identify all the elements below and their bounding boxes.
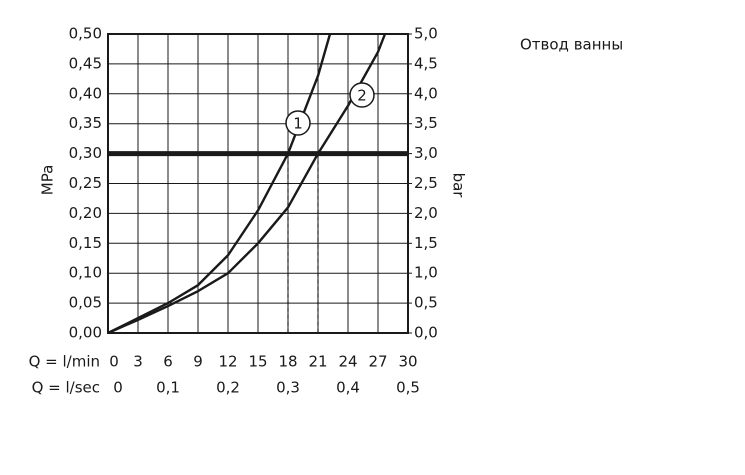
y-tick-label: 0,45 xyxy=(69,54,102,72)
y2-tick-label: 2,0 xyxy=(414,204,438,222)
series-label: 1 xyxy=(293,115,303,133)
series-label-circle xyxy=(349,82,375,108)
x-tick-label: 30 xyxy=(398,353,417,371)
y2-tick-label: 0,0 xyxy=(414,324,438,342)
y-tick-label: 0,00 xyxy=(69,324,102,342)
x-tick-label: 6 xyxy=(163,353,173,371)
y2-tick-label: 4,5 xyxy=(414,54,438,72)
x-tick-label: 21 xyxy=(308,353,327,371)
y-tick-label: 0,20 xyxy=(69,204,102,222)
y2-tick-label: 3,5 xyxy=(414,114,438,132)
plot-frame xyxy=(107,33,409,334)
x-tick-label: 24 xyxy=(338,353,357,371)
series-label: 2 xyxy=(357,87,367,105)
y-axis-label: MPa xyxy=(39,165,57,196)
x-tick-label: 9 xyxy=(193,353,203,371)
x2-axis-label: Q = l/sec xyxy=(32,379,100,397)
x-tick-label: 18 xyxy=(278,353,297,371)
y2-tick-label: 1,5 xyxy=(414,234,438,252)
y2-tick-label: 2,5 xyxy=(414,174,438,192)
x2-tick-label: 0 xyxy=(113,379,123,397)
x-tick-label: 12 xyxy=(218,353,237,371)
x2-tick-label: 0,4 xyxy=(336,379,360,397)
y-tick-label: 0,10 xyxy=(69,264,102,282)
y2-tick-label: 4,0 xyxy=(414,84,438,102)
x-tick-label: 3 xyxy=(133,353,143,371)
y-tick-label: 0,05 xyxy=(69,294,102,312)
y-tick-label: 0,30 xyxy=(69,144,102,162)
x-tick-label: 15 xyxy=(248,353,267,371)
y2-tick-label: 3,0 xyxy=(414,144,438,162)
y-tick-label: 0,40 xyxy=(69,84,102,102)
chart-title: Отвод ванны xyxy=(520,36,623,54)
y-tick-label: 0,35 xyxy=(69,114,102,132)
x2-tick-label: 0,1 xyxy=(156,379,180,397)
x-tick-label: 0 xyxy=(109,353,119,371)
curve xyxy=(107,33,332,335)
x2-tick-label: 0,3 xyxy=(276,379,300,397)
y2-axis-label: bar xyxy=(450,173,468,199)
x-axis-label: Q = l/min xyxy=(29,353,100,371)
x-tick-label: 27 xyxy=(368,353,387,371)
series-label-circle xyxy=(285,110,311,136)
x2-tick-label: 0,5 xyxy=(396,379,420,397)
y2-tick-label: 5,0 xyxy=(414,25,438,43)
y-tick-label: 0,15 xyxy=(69,234,102,252)
y-tick-label: 0,25 xyxy=(69,174,102,192)
x2-tick-label: 0,2 xyxy=(216,379,240,397)
y2-tick-label: 1,0 xyxy=(414,264,438,282)
y-tick-label: 0,50 xyxy=(69,25,102,43)
y2-tick-label: 0,5 xyxy=(414,294,438,312)
